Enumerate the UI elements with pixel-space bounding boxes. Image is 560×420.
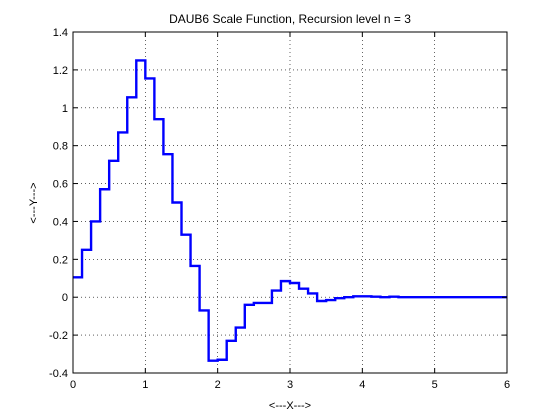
x-axis-title: <---X---> bbox=[269, 400, 311, 412]
series-line bbox=[73, 59, 507, 362]
x-tick-label: 6 bbox=[504, 379, 510, 391]
y-tick-label: 1.4 bbox=[53, 27, 68, 39]
y-tick-label: 0.6 bbox=[53, 179, 68, 191]
grid bbox=[73, 32, 507, 373]
y-tick-label: 0.2 bbox=[53, 254, 68, 266]
y-tick-label: -0.2 bbox=[49, 330, 68, 342]
x-tick-label: 2 bbox=[215, 379, 221, 391]
y-tick-label: 0 bbox=[62, 292, 68, 304]
ticks: 0 1 2 3 4 5 6 -0.4 -0.2 0 0.2 0.4 0.6 0.8 1 1.2 1.4 bbox=[49, 27, 510, 391]
y-tick-label: 1.2 bbox=[53, 65, 68, 77]
y-tick-label: 0.8 bbox=[53, 141, 68, 153]
series-group bbox=[73, 59, 507, 362]
x-tick-label: 4 bbox=[359, 379, 365, 391]
y-tick-label: 1 bbox=[62, 103, 68, 115]
y-tick-label: -0.4 bbox=[49, 368, 68, 380]
x-tick-label: 3 bbox=[287, 379, 293, 391]
x-tick-label: 0 bbox=[70, 379, 76, 391]
x-tick-label: 5 bbox=[432, 379, 438, 391]
chart-title: DAUB6 Scale Function, Recursion level n … bbox=[169, 12, 411, 26]
y-tick-label: 0.4 bbox=[53, 216, 68, 228]
y-axis-title: <---Y---> bbox=[28, 182, 40, 223]
plot-area bbox=[73, 32, 507, 373]
x-tick-label: 1 bbox=[142, 379, 148, 391]
